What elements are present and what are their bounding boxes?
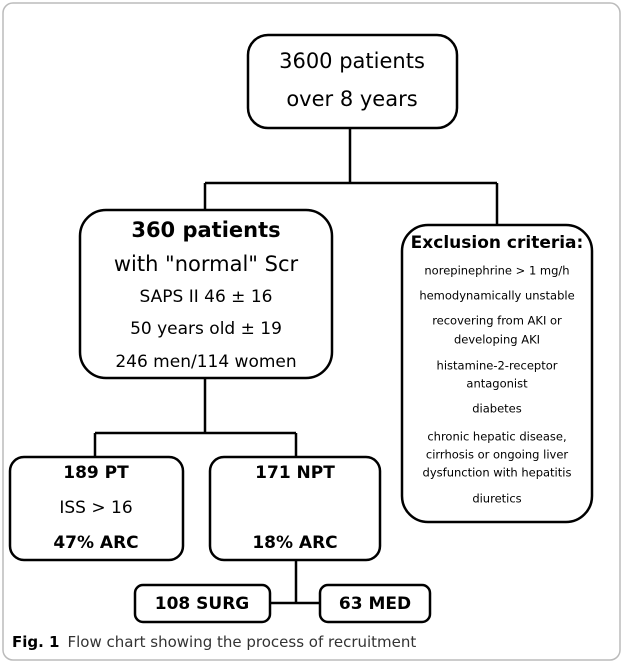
- node-text: hemodynamically unstable: [419, 289, 574, 303]
- node-text: 3600 patients: [279, 49, 425, 73]
- node-text: diuretics: [472, 492, 521, 506]
- node-text: cirrhosis or ongoing liver: [426, 448, 569, 462]
- connector: [270, 560, 320, 605]
- node-text: ISS > 16: [59, 498, 132, 518]
- connector: [203, 128, 499, 225]
- node-text: 47% ARC: [53, 533, 138, 553]
- node-text: histamine-2-receptor: [437, 359, 558, 373]
- node-text: norepinephrine > 1 mg/h: [424, 264, 569, 278]
- node-text: over 8 years: [286, 87, 417, 111]
- connector: [93, 378, 298, 457]
- caption-text: Flow chart showing the process of recrui…: [67, 633, 416, 651]
- node-text: 50 years old ± 19: [130, 319, 282, 339]
- node-box: [400, 223, 594, 524]
- node-text: chronic hepatic disease,: [427, 430, 566, 444]
- node-text: 18% ARC: [252, 533, 337, 553]
- node-box: [246, 33, 459, 130]
- node-text: dysfunction with hepatitis: [423, 466, 572, 480]
- node-box: [318, 583, 432, 624]
- node-box: [208, 455, 382, 562]
- caption: Fig. 1 Flow chart showing the process of …: [12, 633, 416, 651]
- node-text: 360 patients: [131, 218, 280, 242]
- node-text: SAPS II 46 ± 16: [140, 287, 273, 307]
- node-box: [133, 583, 272, 624]
- node-text: 189 PT: [63, 463, 129, 483]
- caption-label: Fig. 1: [12, 633, 59, 651]
- node-text: Exclusion criteria:: [411, 233, 584, 253]
- node-box: [8, 455, 185, 562]
- node-text: recovering from AKI or: [432, 314, 562, 328]
- node-text: 171 NPT: [255, 463, 335, 483]
- node-text: 246 men/114 women: [115, 352, 296, 372]
- node-box: [78, 208, 334, 380]
- node-text: diabetes: [472, 402, 522, 416]
- node-text: 108 SURG: [155, 594, 250, 614]
- node-text: with "normal" Scr: [114, 252, 299, 276]
- node-text: developing AKI: [454, 333, 540, 347]
- node-text: antagonist: [466, 377, 528, 391]
- node-text: 63 MED: [339, 594, 411, 614]
